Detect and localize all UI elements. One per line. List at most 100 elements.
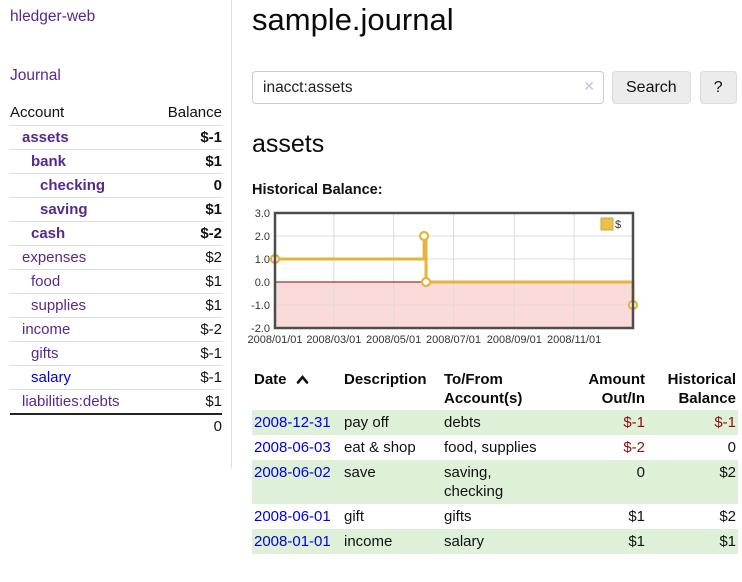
help-button[interactable]: ? [699, 71, 737, 104]
search-box: ✕ [252, 71, 604, 104]
account-link-checking[interactable]: checking [40, 177, 106, 194]
transaction-row: 2008-06-03 eat & shop food, supplies $-2 0 [252, 435, 738, 460]
transaction-description: gift [344, 508, 365, 525]
transaction-balance: $2 [719, 464, 736, 481]
account-link-income[interactable]: income [22, 321, 71, 338]
transaction-balance: $1 [719, 533, 736, 550]
app-title-link[interactable]: hledger-web [10, 8, 96, 25]
account-balance: $-1 [200, 369, 222, 386]
account-link-bank[interactable]: bank [31, 153, 67, 170]
register-table-body: 2008-12-31 pay off debts $-1 $-1 2008-06-03 ea… [252, 410, 738, 554]
clear-search-icon[interactable]: ✕ [583, 78, 595, 94]
y-axis-tick-label: 0.0 [255, 277, 270, 289]
y-axis-tick-label: -1.0 [251, 300, 270, 312]
transaction-description: income [344, 533, 393, 550]
y-axis-tick-label: 2.0 [255, 231, 270, 243]
account-link-assets[interactable]: assets [22, 129, 69, 146]
account-link-saving[interactable]: saving [40, 201, 88, 218]
page-title: sample.journal [252, 2, 454, 37]
transaction-amount: $-1 [623, 414, 645, 431]
account-balance: $1 [205, 393, 222, 410]
transaction-balance: $2 [719, 508, 736, 525]
transaction-accounts: salary [444, 533, 485, 550]
legend-swatch [600, 217, 614, 231]
account-row: gifts $-1 [10, 341, 222, 366]
data-point-marker [418, 230, 430, 242]
transaction-description: pay off [344, 414, 389, 431]
transaction-row: 2008-01-01 income salary $1 $1 [252, 529, 738, 554]
main-content: sample.journal ✕ Search ? assets Histori… [247, 0, 742, 554]
search-button[interactable]: Search [612, 71, 691, 104]
account-row: checking 0 [10, 173, 222, 198]
account-balance: $1 [205, 201, 222, 218]
account-link-salary[interactable]: salary [31, 369, 72, 386]
register-column-header-amount: Amount Out/In [588, 371, 645, 407]
accounts-total-spacer [10, 414, 150, 438]
transaction-row: 2008-06-02 save saving, checking 0 $2 [252, 460, 738, 504]
register-column-header-accounts: To/From Account(s) [444, 371, 523, 407]
account-row: saving $1 [10, 197, 222, 222]
sidebar: hledger-web Journal Account Balance asse… [0, 0, 232, 468]
balance-column-header: Balance [167, 104, 222, 121]
register-column-header-balance: Historical Balance [667, 371, 736, 407]
register-column-header-date: Date [252, 368, 342, 410]
account-row: salary $-1 [10, 365, 222, 390]
transaction-accounts: debts [444, 414, 481, 431]
x-axis-tick-label: 2008/03/01 [306, 334, 361, 346]
sort-ascending-icon [296, 374, 308, 384]
transaction-date-link[interactable]: 2008-01-01 [254, 533, 331, 550]
account-row: expenses $2 [10, 245, 222, 270]
transaction-date-link[interactable]: 2008-12-31 [254, 414, 331, 431]
transaction-balance: $-1 [714, 414, 736, 431]
y-axis-tick-label: 3.0 [255, 208, 270, 220]
transaction-amount: $1 [628, 508, 645, 525]
account-link-supplies[interactable]: supplies [31, 297, 87, 314]
account-row: food $1 [10, 269, 222, 294]
account-balance: $1 [205, 153, 222, 170]
account-link-expenses[interactable]: expenses [22, 249, 87, 266]
account-row: bank $1 [10, 149, 222, 174]
transaction-row: 2008-06-01 gift gifts $1 $2 [252, 504, 738, 529]
transaction-accounts: gifts [444, 508, 472, 525]
accounts-table-header-row: Account Balance [10, 102, 222, 126]
data-point-marker [420, 276, 432, 288]
account-balance: $1 [205, 297, 222, 314]
search-input[interactable] [252, 71, 604, 104]
search-form: ✕ Search ? [252, 71, 742, 104]
accounts-total-balance: 0 [213, 418, 222, 435]
account-balance: $-2 [200, 225, 222, 242]
transaction-date-link[interactable]: 2008-06-01 [254, 508, 331, 525]
transaction-amount: $-2 [623, 439, 645, 456]
transaction-description: save [344, 464, 376, 481]
account-balance: $-2 [200, 321, 222, 338]
account-row: supplies $1 [10, 293, 222, 318]
account-row: cash $-2 [10, 221, 222, 246]
x-axis-tick-label: 2008/05/01 [366, 334, 421, 346]
transaction-date-link[interactable]: 2008-06-03 [254, 439, 331, 456]
account-row: income $-2 [10, 317, 222, 342]
account-link-liabilities-debts[interactable]: liabilities:debts [22, 393, 120, 410]
transaction-accounts: food, supplies [444, 439, 537, 456]
x-axis-tick-label: 2008/09/01 [487, 334, 542, 346]
account-link-food[interactable]: food [31, 273, 61, 290]
accounts-table-body: assets $-1 bank $1 checking 0 saving $1 cash $-2 e… [10, 125, 222, 415]
plot-border [273, 211, 635, 330]
x-axis-tick-label: 2008/11/01 [547, 334, 601, 346]
sidebar-item-journal[interactable]: Journal [10, 67, 61, 84]
transaction-description: eat & shop [344, 439, 416, 456]
account-balance: $-1 [200, 129, 222, 146]
transaction-row: 2008-12-31 pay off debts $-1 $-1 [252, 410, 738, 435]
account-link-gifts[interactable]: gifts [31, 345, 59, 362]
transaction-date-link[interactable]: 2008-06-02 [254, 464, 331, 481]
transaction-amount: $1 [628, 533, 645, 550]
account-heading: assets [252, 130, 325, 158]
account-link-cash[interactable]: cash [31, 225, 66, 242]
transaction-balance: 0 [727, 439, 736, 456]
legend-label: $ [615, 219, 621, 231]
account-balance: $-1 [200, 345, 222, 362]
accounts-total-row: 0 [10, 414, 222, 438]
accounts-table: Account Balance assets $-1 bank $1 checking 0… [10, 102, 222, 438]
register-header-row: Date Description To/From Account(s) Amount O… [252, 368, 738, 410]
transaction-accounts: saving, checking [444, 464, 504, 500]
